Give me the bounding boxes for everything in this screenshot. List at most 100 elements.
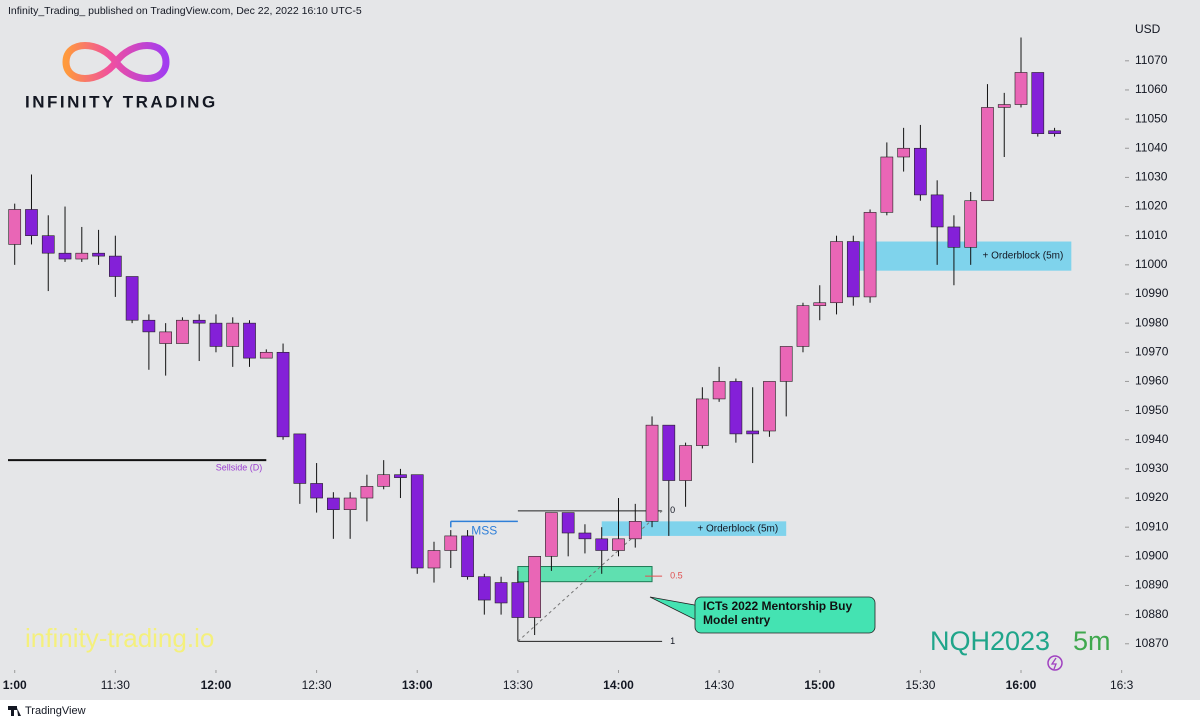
y-tick-label: 10880 xyxy=(1135,607,1169,621)
orderblock-label: + Orderblock (5m) xyxy=(982,251,1063,262)
candle-body xyxy=(1048,130,1061,134)
y-tick-label: 10970 xyxy=(1135,344,1169,358)
footer-logo xyxy=(8,706,21,716)
y-tick-label: 11010 xyxy=(1135,228,1168,242)
candle-body xyxy=(310,483,323,499)
candle-body xyxy=(779,346,793,382)
callout-text: ICTs 2022 Mentorship Buy Model entry xyxy=(703,599,853,627)
orderblock xyxy=(601,521,787,536)
candle-body xyxy=(981,107,994,202)
candle-body xyxy=(276,351,290,438)
x-tick-label: 1:00 xyxy=(3,678,27,692)
x-tick-label: 12:00 xyxy=(201,678,232,692)
candle-body xyxy=(125,276,139,321)
candle-body xyxy=(25,209,38,236)
y-tick-label: 10930 xyxy=(1135,461,1169,475)
fib-label: 0 xyxy=(670,505,675,515)
y-tick-label: 11070 xyxy=(1135,53,1168,67)
candle-body xyxy=(92,252,105,257)
alert-icon xyxy=(1047,655,1063,671)
candle-body xyxy=(1014,72,1028,105)
y-tick-label: 11020 xyxy=(1135,199,1168,213)
fib-label: 0.5 xyxy=(670,571,683,581)
fib-label: 1 xyxy=(670,636,675,646)
x-tick-label: 16:00 xyxy=(1006,678,1037,692)
callout-box xyxy=(694,596,876,634)
level-label: Sellside (D) xyxy=(216,463,263,473)
candle-body xyxy=(243,322,256,359)
y-tick-label: 10890 xyxy=(1135,578,1169,592)
candle-body xyxy=(746,430,760,435)
y-tick-label: 10900 xyxy=(1135,548,1169,562)
candle-body xyxy=(595,538,609,551)
candle-body xyxy=(696,398,709,446)
candle-body xyxy=(444,535,458,551)
candle-body xyxy=(377,474,391,487)
y-tick-label: 11000 xyxy=(1135,257,1168,271)
orderblock-label: + Orderblock (5m) xyxy=(697,523,778,534)
candle-body xyxy=(679,445,692,481)
x-tick-label: 15:30 xyxy=(905,678,935,692)
y-tick-label: 10950 xyxy=(1135,403,1169,417)
candle-body xyxy=(578,532,592,540)
orderblock xyxy=(856,241,1072,271)
candle-body xyxy=(343,497,357,510)
symbol: NQH2023 xyxy=(930,626,1050,656)
candle-body xyxy=(729,381,743,435)
y-tick-label: 11060 xyxy=(1135,82,1168,96)
candle-body xyxy=(494,582,508,604)
candle-body xyxy=(813,302,827,306)
candle-body xyxy=(427,550,441,569)
candle-body xyxy=(226,322,240,347)
footer-text: TradingView xyxy=(25,705,86,717)
candle-body xyxy=(662,424,676,481)
candle-body xyxy=(561,512,575,534)
x-tick-label: 12:30 xyxy=(302,678,332,692)
interval: 5m xyxy=(1073,626,1111,656)
logo-text: INFINITY TRADING xyxy=(25,92,218,111)
candle-body xyxy=(880,156,894,213)
candle-body xyxy=(58,252,72,260)
candle-body xyxy=(394,474,407,478)
candle-body xyxy=(830,241,843,304)
currency: USD xyxy=(1135,22,1161,36)
y-tick-label: 10920 xyxy=(1135,490,1169,504)
candle-body xyxy=(75,252,89,260)
watermark: infinity-trading.io xyxy=(25,623,214,653)
candle-body xyxy=(897,147,910,158)
candle-body xyxy=(628,521,642,540)
x-tick-label: 13:00 xyxy=(402,678,433,692)
x-tick-label: 15:00 xyxy=(804,678,835,692)
candle-body xyxy=(712,381,726,400)
candle-body xyxy=(997,104,1011,108)
candle-body xyxy=(477,576,491,601)
candle-body xyxy=(410,474,424,569)
y-tick-label: 10940 xyxy=(1135,432,1169,446)
candle-body xyxy=(964,200,978,248)
candle-body xyxy=(259,351,273,359)
candle-body xyxy=(209,322,223,347)
y-tick-label: 10960 xyxy=(1135,374,1169,388)
y-tick-label: 11050 xyxy=(1135,111,1168,125)
callout-text-box: ICTs 2022 Mentorship Buy Model entry xyxy=(703,599,853,627)
alert-icon-bolt xyxy=(1050,657,1057,670)
candle-body xyxy=(763,381,776,432)
y-tick-label: 11040 xyxy=(1135,140,1168,154)
candle-body xyxy=(846,241,860,298)
candle-body xyxy=(511,582,525,618)
candle-body xyxy=(293,433,307,484)
candle-body xyxy=(8,209,22,245)
y-tick-label: 11030 xyxy=(1135,170,1168,184)
candle-body xyxy=(176,319,189,344)
candle-body xyxy=(142,319,156,333)
candle-body xyxy=(528,556,541,618)
x-tick-label: 14:00 xyxy=(603,678,634,692)
mss-label: MSS xyxy=(471,524,497,538)
footer-bar xyxy=(0,700,1200,723)
y-tick-label: 10910 xyxy=(1135,519,1169,533)
candle-body xyxy=(41,235,55,254)
candle-body xyxy=(192,319,206,324)
candle-body xyxy=(545,512,558,557)
